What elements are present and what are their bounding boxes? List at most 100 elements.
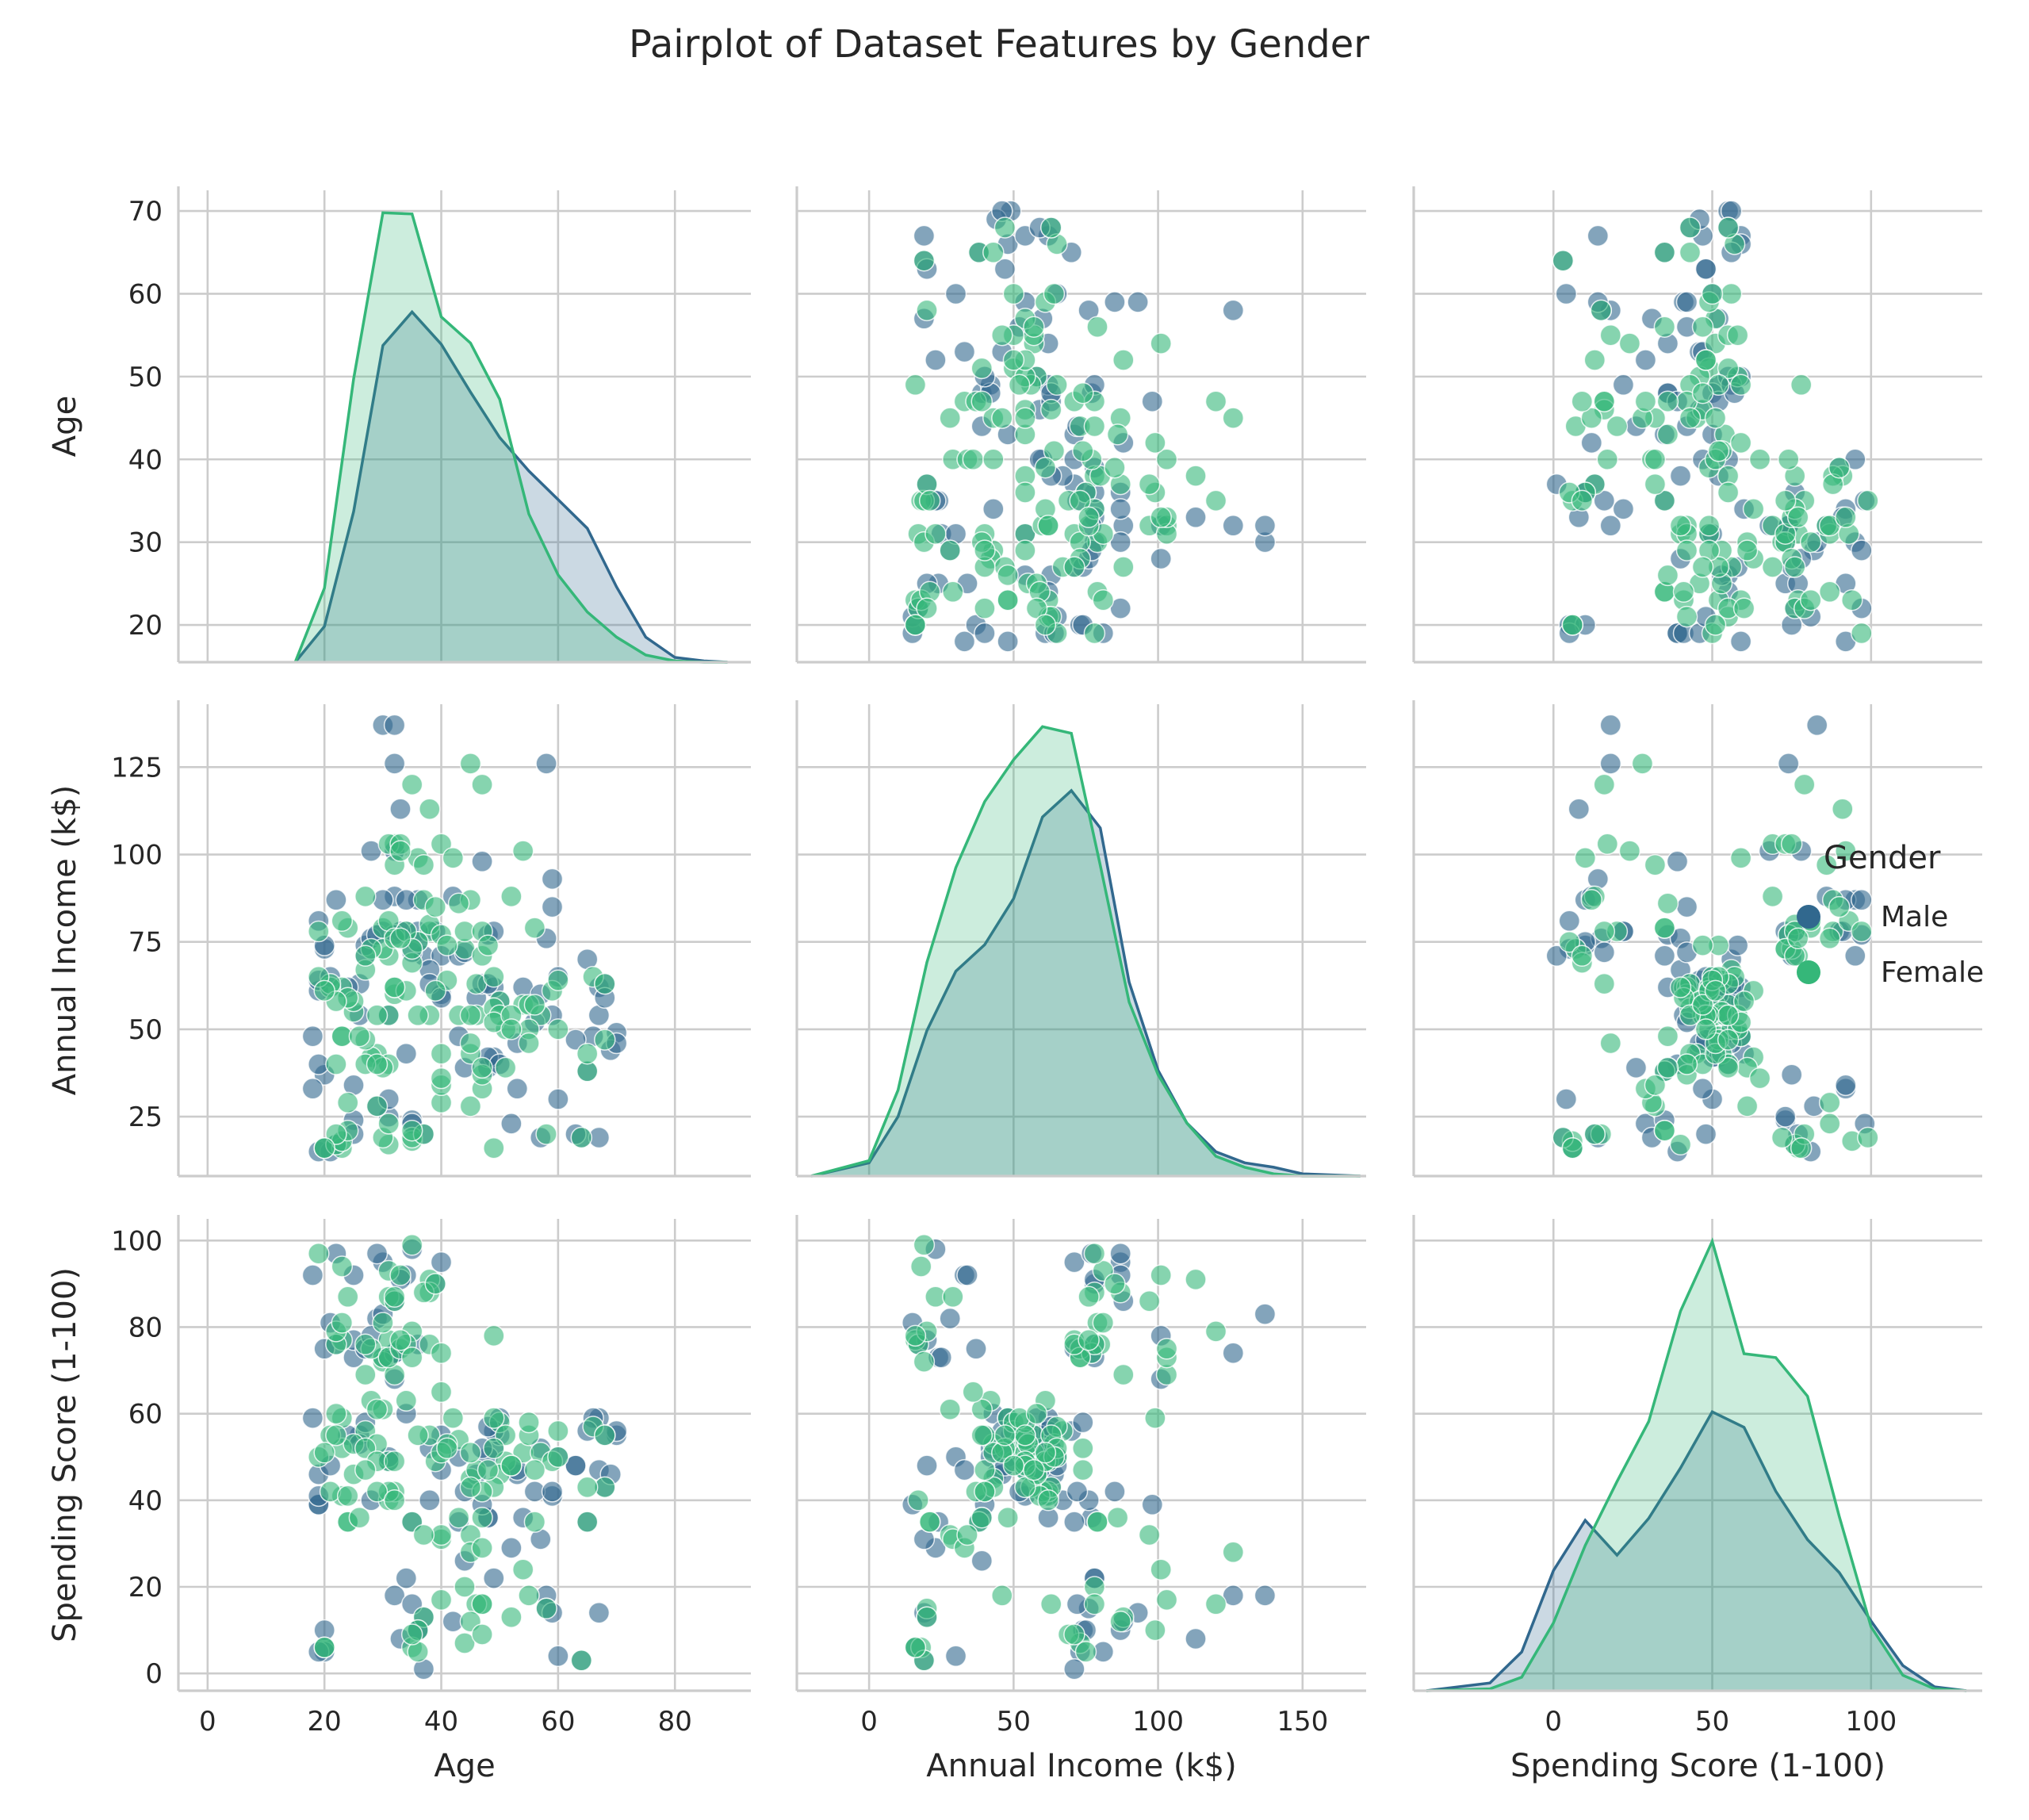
scatter-point-male <box>565 1454 587 1477</box>
scatter-point-female <box>1698 515 1721 537</box>
x-tick-label: 150 <box>1277 1706 1328 1738</box>
scatter-point-female <box>1150 1264 1172 1286</box>
legend-entry-female: Female <box>1881 956 1984 989</box>
scatter-point-female <box>991 1584 1013 1607</box>
scatter-point-female <box>939 407 961 429</box>
scatter-point-male <box>1104 291 1126 313</box>
scatter-point-female <box>430 1342 453 1364</box>
scatter-point-female <box>354 1458 377 1481</box>
scatter-point-female <box>436 1437 458 1460</box>
scatter-point-male <box>1109 498 1131 520</box>
scatter-point-male <box>993 258 1016 280</box>
scatter-point-female <box>1644 853 1667 876</box>
kde-line-female <box>1426 1237 1967 1692</box>
scatter-point-female <box>1704 979 1727 1002</box>
scatter-point-female <box>412 1523 435 1546</box>
scatter-point-female <box>500 885 523 908</box>
scatter-point-female <box>471 1056 493 1079</box>
scatter-point-female <box>1653 316 1676 338</box>
scatter-point-female <box>974 597 996 619</box>
scatter-point-female <box>313 1136 335 1159</box>
scatter-point-female <box>1675 539 1698 561</box>
scatter-point-female <box>1736 1095 1759 1117</box>
scatter-point-female <box>997 564 1019 587</box>
scatter-point-female <box>1571 489 1594 512</box>
scatter-point-male <box>541 895 564 918</box>
scatter-point-female <box>518 1411 540 1434</box>
scatter-point-female <box>1701 282 1724 305</box>
scatter-point-male <box>1612 498 1635 520</box>
scatter-point-female <box>1072 440 1094 462</box>
scatter-point-female <box>1034 456 1057 479</box>
scatter-point-female <box>916 1606 938 1628</box>
scatter-point-female <box>1774 489 1797 512</box>
scatter-point-female <box>1155 1338 1178 1360</box>
scatter-point-female <box>500 1018 523 1040</box>
scatter-point-male <box>1599 753 1622 775</box>
scatter-point-male <box>395 1567 418 1589</box>
scatter-point-male <box>1141 1493 1164 1516</box>
scatter-point-female <box>1574 847 1597 869</box>
scatter-point-female <box>997 588 1019 611</box>
scatter-point-female <box>1083 622 1106 645</box>
scatter-point-female <box>1104 1273 1126 1295</box>
scatter-point-female <box>500 1454 523 1477</box>
scatter-point-male <box>1222 515 1245 537</box>
scatter-point-female <box>1694 349 1717 371</box>
scatter-point-male <box>1599 714 1622 737</box>
scatter-point-male <box>366 1242 389 1265</box>
scatter-point-female <box>477 934 500 956</box>
scatter-point-female <box>1072 1437 1094 1460</box>
scatter-point-male <box>953 340 976 363</box>
scatter-point-female <box>1679 407 1702 429</box>
scatter-point-female <box>1675 605 1698 628</box>
panel-annual-income-k-vs-spending-score-1-100 <box>1412 700 1982 1178</box>
scatter-point-male <box>541 868 564 891</box>
scatter-point-female <box>430 833 453 856</box>
scatter-point-female <box>1593 972 1616 995</box>
scatter-point-female <box>570 1126 593 1149</box>
scatter-point-female <box>523 994 546 1016</box>
scatter-point-male <box>395 1042 418 1065</box>
scatter-point-male <box>1063 1251 1085 1274</box>
scatter-point-female <box>336 1285 359 1308</box>
scatter-point-male <box>1104 1481 1126 1503</box>
legend-entry-male: Male <box>1881 901 1948 933</box>
scatter-point-female <box>400 1346 423 1369</box>
scatter-point-female <box>400 773 423 796</box>
scatter-point-male <box>547 1645 569 1668</box>
scatter-point-female <box>354 944 377 967</box>
scatter-point-female <box>1717 1029 1740 1051</box>
scatter-point-male <box>1254 1584 1277 1607</box>
scatter-point-female <box>1155 448 1178 471</box>
scatter-point-female <box>594 972 616 995</box>
scatter-point-female <box>1083 1242 1106 1265</box>
kde-area-male <box>1426 1412 1966 1691</box>
scatter-point-female <box>1679 216 1702 239</box>
scatter-point-male <box>1593 941 1616 964</box>
scatter-point-male <box>1666 850 1689 873</box>
scatter-point-female <box>547 1420 569 1443</box>
scatter-point-male <box>1634 349 1657 371</box>
scatter-point-female <box>1656 564 1679 587</box>
scatter-point-female <box>459 1095 482 1117</box>
panel-age-vs-annual-income-k <box>795 186 1366 664</box>
scatter-point-female <box>1675 1053 1698 1075</box>
scatter-point-female <box>459 1476 482 1499</box>
scatter-point-female <box>483 1407 505 1429</box>
scatter-point-female <box>970 1398 993 1420</box>
scatter-point-male <box>1599 515 1622 537</box>
scatter-point-female <box>1561 1136 1584 1159</box>
pairplot-panels: 20 30 40 50 60 70 Age 25 50 75 100 125 Annual Income… <box>47 186 1982 1784</box>
y-tick-label: 25 <box>128 1102 163 1133</box>
y-tick-label: 30 <box>128 527 163 559</box>
scatter-point-male <box>1066 1481 1089 1503</box>
scatter-point-female <box>354 885 377 908</box>
scatter-point-female <box>442 847 465 869</box>
scatter-point-male <box>1625 1056 1648 1079</box>
scatter-point-female <box>1112 349 1135 371</box>
scatter-point-female <box>1086 316 1108 338</box>
scatter-point-male <box>1254 1303 1277 1325</box>
y-tick-label: 40 <box>128 444 163 476</box>
scatter-point-female <box>348 1506 371 1529</box>
